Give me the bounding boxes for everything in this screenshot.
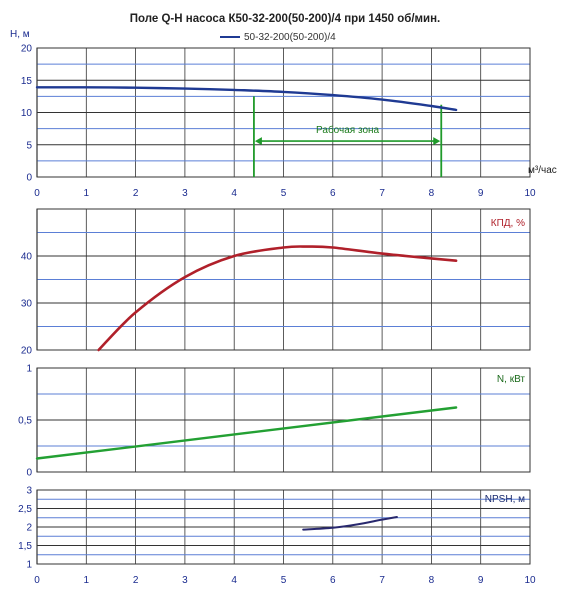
chart-title: Поле Q-H насоса К50-32-200(50-200)/4 при… [130,13,441,25]
x-tick-label: 4 [231,575,237,586]
legend: 50-32-200(50-200)/4 [220,32,336,43]
plot-frame [36,367,531,473]
x-tick-label: 5 [281,575,287,586]
y-axis-label: КПД, % [491,218,525,229]
x-tick-label: 1 [84,188,90,199]
x-tick-label: 2 [133,188,139,199]
y-tick-label: 1 [26,364,32,375]
x-tick-label: 10 [524,188,536,199]
series-line [35,86,458,112]
working-zone-arrowhead-left [254,137,262,146]
y-tick-label: 15 [21,76,33,87]
y-tick-label: 2,5 [18,504,32,515]
x-tick-label: 10 [524,575,536,586]
series-line [35,406,458,460]
y-tick-label: 0 [26,468,32,479]
x-tick-label: 8 [429,575,435,586]
y-axis-label: NPSH, м [485,494,525,505]
plot-frame [36,47,531,178]
x-tick-label: 6 [330,575,336,586]
y-tick-label: 30 [21,299,33,310]
y-tick-label: 1 [26,560,32,571]
x-tick-label: 3 [182,575,188,586]
x-tick-label: 7 [379,188,385,199]
working-zone-label: Рабочая зона [316,124,379,136]
x-tick-label: 7 [379,575,385,586]
legend-label: 50-32-200(50-200)/4 [244,32,336,43]
y-axis-label: N, кВт [497,374,525,385]
plot-frame [36,489,531,565]
y-axis-label: H, м [10,29,30,40]
x-tick-label: 0 [34,188,40,199]
x-tick-label: 9 [478,188,484,199]
y-tick-label: 3 [26,486,32,497]
y-tick-label: 0 [26,173,32,184]
x-tick-label: 6 [330,188,336,199]
y-tick-label: 1,5 [18,541,32,552]
x-tick-label: 0 [34,575,40,586]
y-tick-label: 5 [26,140,32,151]
series-line [97,245,458,352]
y-tick-label: 0,5 [18,416,32,427]
series-line [302,516,398,531]
x-tick-label: 2 [133,575,139,586]
y-tick-label: 10 [21,108,33,119]
plot-frame [36,208,531,351]
x-tick-label: 5 [281,188,287,199]
working-zone-arrowhead-right [433,137,441,146]
y-tick-label: 2 [26,523,32,534]
y-tick-label: 40 [21,252,33,263]
x-tick-label: 4 [231,188,237,199]
x-tick-label: 1 [84,575,90,586]
x-tick-label: 9 [478,575,484,586]
x-tick-label: 3 [182,188,188,199]
y-tick-label: 20 [21,346,33,357]
x-tick-label: 8 [429,188,435,199]
x-axis-unit: м³/час [528,165,557,176]
y-tick-label: 20 [21,44,33,55]
